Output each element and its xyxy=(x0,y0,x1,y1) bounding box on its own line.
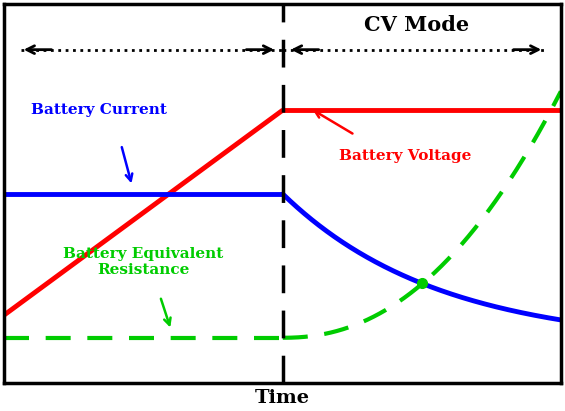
Text: Battery Current: Battery Current xyxy=(31,103,167,117)
X-axis label: Time: Time xyxy=(255,389,310,407)
Text: Battery Equivalent
Resistance: Battery Equivalent Resistance xyxy=(63,247,224,277)
Text: CV Mode: CV Mode xyxy=(363,15,468,35)
Text: Battery Voltage: Battery Voltage xyxy=(339,149,471,163)
